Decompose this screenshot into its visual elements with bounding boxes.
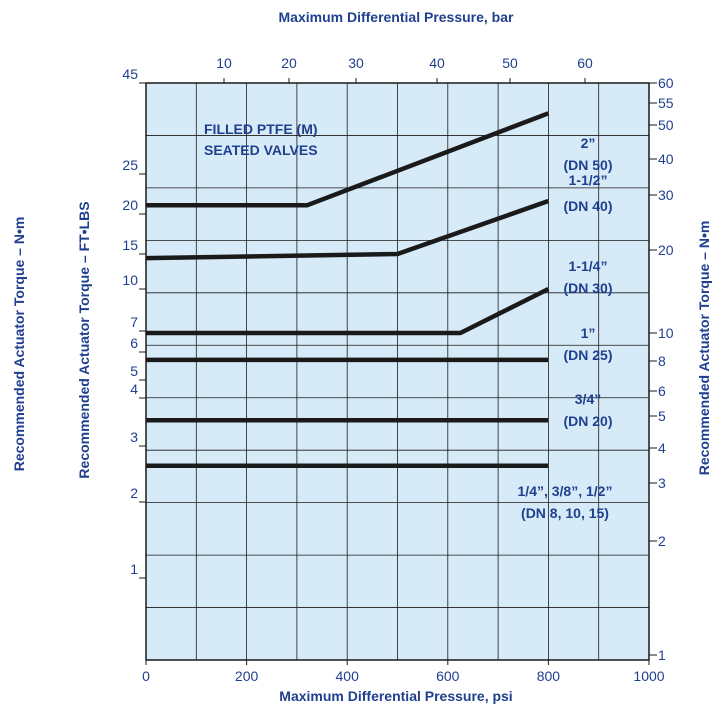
y-right-tick-label: 40 <box>658 151 674 167</box>
plot-border <box>145 82 650 661</box>
x-top-tick-label: 50 <box>502 55 518 71</box>
y-right-title: Recommended Actuator Torque – N•m <box>696 221 712 476</box>
x-bottom-tick-label: 1000 <box>633 668 664 684</box>
x-top-title: Maximum Differential Pressure, bar <box>279 9 515 25</box>
annotation-line-1: FILLED PTFE (M) <box>204 121 318 137</box>
series-label-2-dn: (DN 30) <box>563 280 612 296</box>
y-left-tick-label: 4 <box>130 381 138 397</box>
y-right-tick-label: 60 <box>658 75 674 91</box>
y-right-tick-label: 1 <box>658 647 666 663</box>
y-left-tick-label: 3 <box>130 429 138 445</box>
y-right-tick-label: 55 <box>658 95 674 111</box>
series-labels: 2” (DN 50)1-1/2” (DN 40) 1-1/4” (DN 30) 1” (DN… <box>518 135 613 521</box>
series-label-0-dn: (DN 50) <box>563 157 612 173</box>
series-label-1-dn: (DN 40) <box>563 198 612 214</box>
y-left-tick-label: 25 <box>122 157 138 173</box>
series-line-1 <box>145 198 550 261</box>
y-right-tick-label: 6 <box>658 383 666 399</box>
x-bottom-tick-label: 200 <box>235 668 259 684</box>
y-right-tick-label: 4 <box>658 440 666 456</box>
y-left-outer-title: Recommended Actuator Torque – N•m <box>11 217 27 472</box>
y-left-tick-label: 6 <box>130 335 138 351</box>
x-bottom-tick-label: 600 <box>436 668 460 684</box>
x-top-tick-label: 60 <box>577 55 593 71</box>
y-right-tick-label: 20 <box>658 242 674 258</box>
series-label-1-size: 1-1/2” <box>569 172 608 188</box>
series-label-4-dn: (DN 20) <box>563 413 612 429</box>
y-right-tick-label: 3 <box>658 475 666 491</box>
x-bottom-tick-label: 400 <box>336 668 360 684</box>
y-right-tick-label: 5 <box>658 408 666 424</box>
y-left-tick-label: 20 <box>122 197 138 213</box>
y-right-tick-label: 8 <box>658 353 666 369</box>
y-right-tick-label: 50 <box>658 117 674 133</box>
y-left-tick-label: 2 <box>130 485 138 501</box>
x-top-tick-label: 10 <box>216 55 232 71</box>
series-line-0 <box>146 111 550 208</box>
series-label-2-size: 1-1/4” <box>569 258 608 274</box>
series-label-4-size: 3/4” <box>575 391 601 407</box>
y-left-inner-title: Recommended Actuator Torque – FT•LBS <box>76 201 92 478</box>
y-right-tick-label: 30 <box>658 187 674 203</box>
series-label-0-size: 2” <box>581 135 596 151</box>
y-left-tick-label: 45 <box>122 66 138 82</box>
series-lines <box>145 111 550 469</box>
series-line-2 <box>146 286 550 336</box>
y-left-tick-label: 15 <box>122 237 138 253</box>
y-left-tick-label: 5 <box>130 363 138 379</box>
series-label-3-dn: (DN 25) <box>563 347 612 363</box>
x-top-tick-label: 40 <box>429 55 445 71</box>
x-bottom-tick-label: 0 <box>142 668 150 684</box>
y-left-tick-label: 1 <box>130 561 138 577</box>
y-left-tick-label: 10 <box>122 272 138 288</box>
x-bottom-title: Maximum Differential Pressure, psi <box>279 688 512 704</box>
series-label-5-dn: (DN 8, 10, 15) <box>521 505 609 521</box>
x-top-tick-label: 20 <box>281 55 297 71</box>
x-top-tick-label: 30 <box>348 55 364 71</box>
y-left-tick-label: 7 <box>130 314 138 330</box>
grid <box>146 83 649 660</box>
series-label-3-size: 1” <box>581 325 596 341</box>
series-label-5-size: 1/4”, 3/8”, 1/2” <box>518 483 613 499</box>
y-right-tick-label: 10 <box>658 325 674 341</box>
annotation-line-2: SEATED VALVES <box>204 142 318 158</box>
y-right-tick-label: 2 <box>658 533 666 549</box>
x-bottom-tick-label: 800 <box>537 668 561 684</box>
